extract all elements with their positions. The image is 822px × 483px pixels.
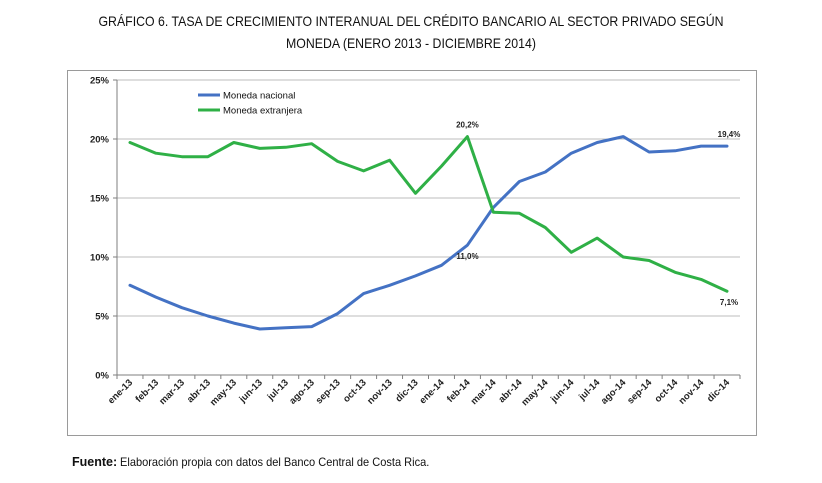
- y-tick-label: 20%: [90, 135, 110, 146]
- x-tick-label: ene-13: [106, 377, 135, 406]
- y-tick-label: 0%: [95, 371, 109, 382]
- x-tick-label: ago-13: [287, 377, 316, 406]
- legend-label: Moneda nacional: [223, 91, 295, 102]
- source-text: Elaboración propia con datos del Banco C…: [120, 455, 430, 469]
- source-note: Fuente: Elaboración propia con datos del…: [72, 455, 457, 469]
- x-tick-label: feb-13: [133, 377, 161, 405]
- y-tick-label: 15%: [90, 194, 110, 205]
- legend-label: Moneda extranjera: [223, 106, 303, 117]
- y-tick-label: 5%: [95, 312, 109, 323]
- chart-title: GRÁFICO 6. TASA DE CRECIMIENTO INTERANUA…: [49, 10, 772, 54]
- x-tick-label: ene-14: [418, 377, 448, 407]
- chart-title-line-1: GRÁFICO 6. TASA DE CRECIMIENTO INTERANUA…: [98, 13, 724, 29]
- x-tick-label: oct-13: [341, 377, 369, 405]
- data-label: 20,2%: [456, 121, 479, 130]
- data-label: 7,1%: [720, 298, 738, 307]
- x-tick-label: ago-14: [599, 377, 629, 407]
- y-tick-label: 25%: [90, 76, 110, 87]
- chart-title-line-2: MONEDA (ENERO 2013 - DICIEMBRE 2014): [286, 35, 536, 51]
- source-label: Fuente:: [72, 455, 118, 469]
- x-tick-label: oct-14: [653, 377, 681, 405]
- x-tick-label: mar-13: [157, 377, 187, 407]
- series-line-moneda-nacional: [128, 135, 729, 331]
- x-tick-label: sep-14: [625, 377, 655, 407]
- x-tick-label: dic-14: [705, 377, 733, 405]
- x-tick-label: may-14: [519, 377, 550, 408]
- data-label: 19,4%: [718, 130, 741, 139]
- chart-frame: [67, 70, 757, 436]
- x-tick-label: jun-14: [548, 377, 577, 406]
- x-tick-label: may-13: [208, 377, 239, 408]
- x-tick-label: dic-13: [393, 377, 420, 404]
- x-tick-label: jun-13: [237, 377, 265, 405]
- x-tick-label: sep-13: [314, 377, 343, 406]
- y-tick-label: 10%: [90, 253, 110, 264]
- x-tick-label: nov-14: [677, 377, 707, 407]
- series-line-moneda-extranjera: [128, 135, 729, 293]
- data-label: 11,0%: [456, 252, 478, 261]
- x-tick-label: nov-13: [365, 377, 394, 406]
- x-tick-label: mar-14: [469, 377, 499, 407]
- line-chart: 0%5%10%15%20%25%ene-13feb-13mar-13abr-13…: [90, 76, 741, 408]
